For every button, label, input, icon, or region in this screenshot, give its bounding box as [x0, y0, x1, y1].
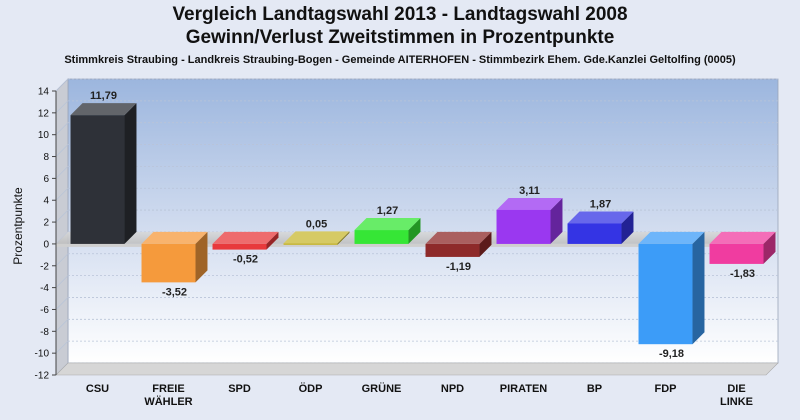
- x-tick-label: NPD: [441, 383, 464, 395]
- x-tick-label: BP: [587, 383, 602, 395]
- data-label: 1,87: [590, 198, 611, 210]
- bar-side: [408, 218, 421, 244]
- y-tick-label: 8: [43, 152, 49, 163]
- bar-side: [550, 197, 563, 244]
- data-label: -1,83: [730, 268, 755, 280]
- y-tick-label: 14: [38, 87, 50, 98]
- grid-line-side: [55, 340, 69, 354]
- bar: [212, 243, 267, 250]
- grid-line-side: [55, 187, 69, 201]
- x-tick-label: ÖDP: [299, 382, 323, 395]
- bar-side: [266, 231, 279, 250]
- y-tick-label: -2: [40, 261, 49, 272]
- bar: [283, 243, 338, 245]
- y-tick-label: 0: [43, 239, 49, 250]
- x-tick-label: CSU: [86, 383, 109, 395]
- bar-top: [70, 103, 137, 116]
- grid-line-side: [55, 319, 69, 332]
- grid-line-side: [55, 78, 69, 92]
- grid-line-side: [55, 144, 69, 157]
- data-label: 3,11: [519, 185, 540, 197]
- bar: [709, 243, 764, 264]
- data-label: 0,05: [306, 218, 327, 230]
- bar-top: [212, 231, 279, 244]
- y-tick-label: -12: [35, 371, 50, 382]
- x-tick-label: DIE: [727, 383, 745, 395]
- grid-line-side: [55, 209, 69, 223]
- grid-line-side: [55, 166, 69, 179]
- y-tick-label: -4: [40, 283, 49, 294]
- x-tick-label: FREIE: [152, 383, 184, 395]
- grid-line-side: [55, 100, 69, 114]
- zero-plane-edge: [56, 243, 766, 247]
- bar-top: [496, 197, 563, 210]
- y-tick-label: 4: [43, 196, 49, 207]
- y-tick-label: 2: [43, 218, 49, 229]
- grid-line-side: [55, 122, 69, 135]
- x-tick-label: WÄHLER: [144, 395, 192, 408]
- bar-side: [479, 231, 492, 257]
- bar: [141, 243, 196, 283]
- y-tick-label: 6: [43, 174, 49, 185]
- bar: [496, 209, 551, 244]
- bar: [567, 223, 622, 244]
- data-label: 1,27: [377, 205, 398, 217]
- bar: [354, 230, 409, 244]
- data-label: 11,79: [90, 90, 117, 102]
- chart-subtitle: Gewinn/Verlust Zweitstimmen in Prozentpu…: [185, 27, 615, 48]
- bar-side: [337, 231, 350, 245]
- bar-top: [425, 231, 492, 244]
- y-tick-label: -6: [40, 305, 49, 316]
- data-label: -0,52: [233, 254, 258, 266]
- x-tick-label: LINKE: [720, 396, 753, 408]
- x-tick-label: FDP: [655, 383, 677, 395]
- bar-top: [709, 231, 776, 244]
- bar-top: [638, 231, 705, 244]
- grid-line-side: [55, 253, 69, 267]
- bar-top: [354, 218, 421, 231]
- y-tick-label: 10: [38, 130, 50, 141]
- bar-top: [283, 231, 350, 244]
- x-tick-label: GRÜNE: [362, 382, 402, 395]
- bar-side: [195, 231, 208, 283]
- data-label: -3,52: [162, 286, 187, 298]
- bar-top: [567, 211, 634, 224]
- y-tick-label: -8: [40, 327, 49, 338]
- data-label: -9,18: [659, 348, 684, 360]
- grid-line-side: [55, 275, 69, 288]
- bar: [638, 243, 693, 345]
- y-tick-label: -10: [35, 349, 50, 360]
- bottom-floor: [55, 362, 779, 376]
- bar-side: [124, 103, 137, 244]
- side-wall: [55, 78, 69, 376]
- data-label: -1,19: [446, 261, 471, 273]
- bar: [425, 243, 480, 257]
- x-tick-label: SPD: [228, 383, 251, 395]
- chart-title: Vergleich Landtagswahl 2013 - Landtagswa…: [172, 4, 628, 25]
- x-tick-label: PIRATEN: [500, 383, 548, 395]
- chart-caption: Stimmkreis Straubing - Landkreis Straubi…: [64, 54, 736, 66]
- bar-side: [621, 211, 634, 244]
- grid-line-side: [55, 297, 69, 310]
- y-tick-label: 12: [38, 108, 50, 119]
- bar-top: [141, 231, 208, 244]
- bar-side: [763, 231, 776, 264]
- bar: [70, 115, 125, 244]
- bar-side: [692, 231, 705, 345]
